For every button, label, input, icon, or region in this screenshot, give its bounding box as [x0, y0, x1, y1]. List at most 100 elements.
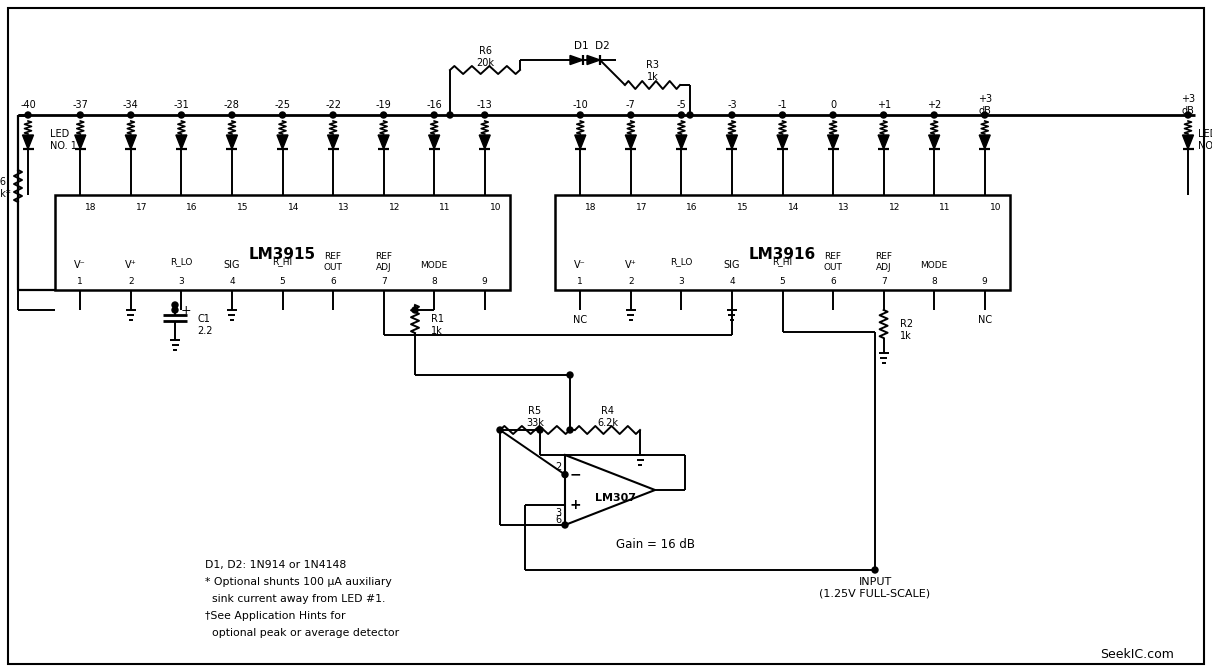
Polygon shape — [570, 56, 583, 65]
Polygon shape — [879, 135, 890, 149]
Polygon shape — [928, 135, 939, 149]
Text: 16: 16 — [187, 204, 198, 212]
Polygon shape — [176, 135, 187, 149]
Circle shape — [172, 307, 178, 313]
Circle shape — [687, 112, 693, 118]
Circle shape — [881, 112, 887, 118]
Text: +: + — [570, 499, 581, 512]
Polygon shape — [1183, 135, 1194, 149]
Text: R6
20k: R6 20k — [476, 46, 494, 68]
Circle shape — [78, 112, 84, 118]
Text: NC: NC — [573, 315, 588, 325]
Polygon shape — [574, 135, 585, 149]
Text: Gain = 16 dB: Gain = 16 dB — [616, 538, 694, 552]
Polygon shape — [587, 56, 600, 65]
Circle shape — [1185, 112, 1191, 118]
Polygon shape — [828, 135, 839, 149]
Polygon shape — [227, 135, 238, 149]
Text: 10: 10 — [990, 204, 1001, 212]
Circle shape — [871, 567, 877, 573]
Text: +1: +1 — [876, 100, 891, 110]
Text: 12: 12 — [389, 204, 400, 212]
Text: V⁻: V⁻ — [574, 260, 587, 270]
Text: 5: 5 — [280, 278, 285, 286]
Text: 12: 12 — [888, 204, 901, 212]
Text: 13: 13 — [338, 204, 349, 212]
Circle shape — [280, 112, 286, 118]
Text: V⁺: V⁺ — [125, 260, 137, 270]
Polygon shape — [676, 135, 687, 149]
Polygon shape — [125, 135, 136, 149]
Circle shape — [830, 112, 836, 118]
Text: 3: 3 — [679, 278, 685, 286]
Text: 18: 18 — [585, 204, 596, 212]
Circle shape — [381, 112, 387, 118]
Text: R3
1k: R3 1k — [646, 60, 659, 82]
Circle shape — [562, 472, 568, 478]
Text: SIG: SIG — [724, 260, 741, 270]
Text: -7: -7 — [625, 100, 636, 110]
Circle shape — [330, 112, 336, 118]
Text: SeekIC.com: SeekIC.com — [1100, 648, 1174, 661]
Bar — [55, 195, 510, 290]
Text: 8: 8 — [431, 278, 438, 286]
Text: 14: 14 — [287, 204, 299, 212]
Text: 6: 6 — [330, 278, 336, 286]
Text: optional peak or average detector: optional peak or average detector — [205, 628, 399, 638]
Circle shape — [982, 112, 988, 118]
Text: 9: 9 — [482, 278, 487, 286]
Text: +2: +2 — [927, 100, 942, 110]
Polygon shape — [23, 135, 34, 149]
Circle shape — [562, 522, 568, 528]
Text: 7: 7 — [381, 278, 387, 286]
Circle shape — [567, 372, 573, 378]
Polygon shape — [429, 135, 440, 149]
Text: +: + — [181, 304, 191, 317]
Polygon shape — [979, 135, 990, 149]
Text: R5
33k: R5 33k — [526, 406, 544, 428]
Text: 8: 8 — [931, 278, 937, 286]
Text: 17: 17 — [636, 204, 647, 212]
Circle shape — [127, 112, 133, 118]
Text: -25: -25 — [274, 100, 291, 110]
Text: * Optional shunts 100 μA auxiliary: * Optional shunts 100 μA auxiliary — [205, 577, 391, 587]
Text: 1: 1 — [577, 278, 583, 286]
Text: NC: NC — [978, 315, 991, 325]
Text: 4: 4 — [229, 278, 235, 286]
Text: 1: 1 — [78, 278, 84, 286]
Polygon shape — [777, 135, 788, 149]
Text: -31: -31 — [173, 100, 189, 110]
Text: 10: 10 — [490, 204, 502, 212]
Text: R_LO: R_LO — [170, 257, 193, 267]
Text: 11: 11 — [439, 204, 451, 212]
Circle shape — [431, 112, 438, 118]
Text: REF
ADJ: REF ADJ — [875, 252, 892, 271]
Text: R_HI: R_HI — [772, 257, 793, 267]
Circle shape — [779, 112, 785, 118]
Polygon shape — [278, 135, 288, 149]
Circle shape — [728, 112, 734, 118]
Text: INPUT
(1.25V FULL-SCALE): INPUT (1.25V FULL-SCALE) — [819, 577, 931, 599]
Text: LED
NO. 1: LED NO. 1 — [50, 129, 76, 151]
Text: R2
1k: R2 1k — [899, 319, 913, 341]
Text: V⁺: V⁺ — [625, 260, 636, 270]
Text: -16: -16 — [427, 100, 442, 110]
Text: 7: 7 — [881, 278, 886, 286]
Polygon shape — [75, 135, 86, 149]
Text: REF
OUT: REF OUT — [824, 252, 842, 271]
Text: 3: 3 — [555, 509, 561, 518]
Text: LED
NO. 19: LED NO. 19 — [1197, 129, 1212, 151]
Polygon shape — [726, 135, 737, 149]
Circle shape — [497, 427, 503, 433]
Text: 2: 2 — [128, 278, 133, 286]
Text: -5: -5 — [676, 100, 686, 110]
Text: -3: -3 — [727, 100, 737, 110]
Text: 6: 6 — [555, 515, 561, 525]
Polygon shape — [327, 135, 338, 149]
Text: R_LO: R_LO — [670, 257, 692, 267]
Text: LM3916: LM3916 — [749, 247, 816, 262]
Text: 9: 9 — [982, 278, 988, 286]
Circle shape — [178, 112, 184, 118]
Circle shape — [412, 307, 418, 313]
Polygon shape — [378, 135, 389, 149]
